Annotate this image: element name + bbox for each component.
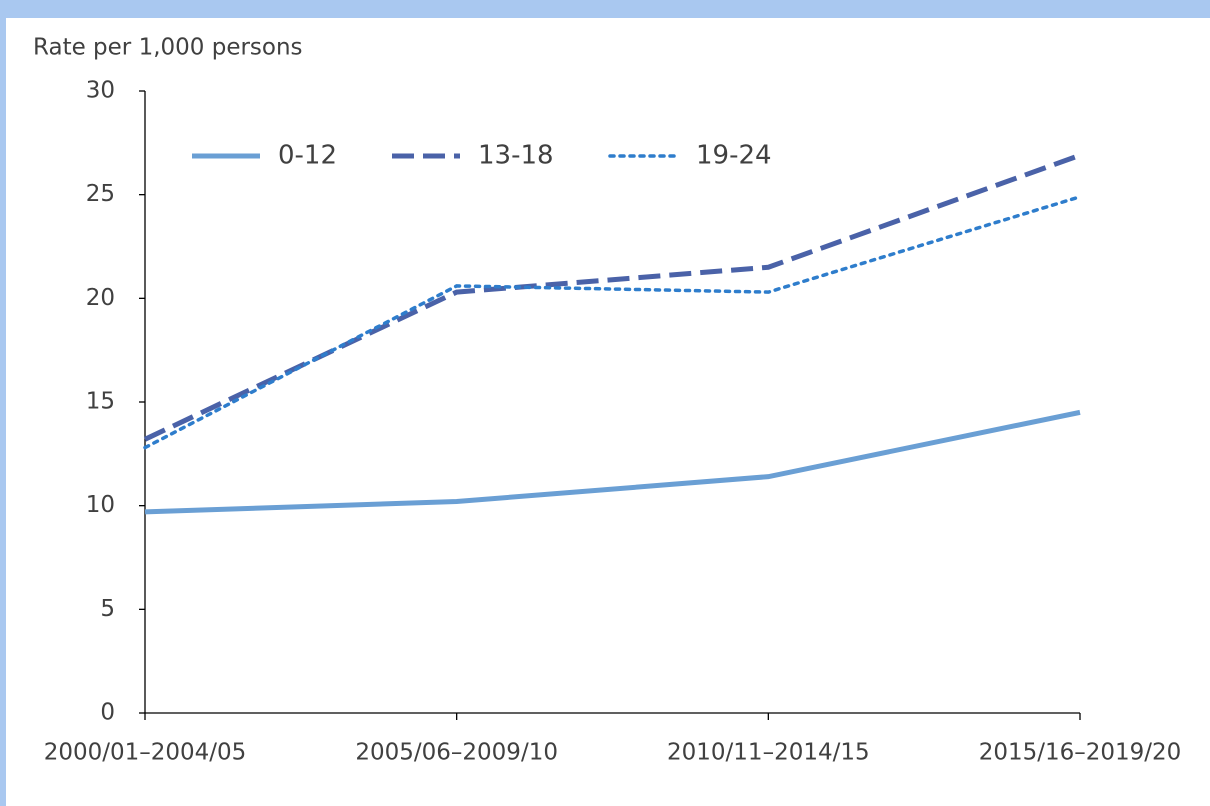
y-tick-label: 10 [86, 492, 115, 518]
y-axis-label: Rate per 1,000 persons [33, 35, 303, 61]
y-tick-label: 0 [100, 700, 115, 726]
legend-label: 0-12 [278, 141, 337, 171]
legend-label: 19-24 [696, 141, 772, 171]
series-line [143, 152, 1081, 442]
x-tick-label: 2015/16–2019/20 [979, 740, 1182, 766]
top-band [0, 0, 1210, 18]
y-tick-label: 5 [100, 596, 115, 622]
series-line [144, 409, 1081, 515]
x-tick-label: 2005/06–2009/10 [355, 740, 558, 766]
left-band [0, 0, 6, 806]
x-tick-label: 2000/01–2004/05 [44, 740, 247, 766]
y-tick-label: 20 [86, 285, 115, 311]
series-line [143, 194, 1082, 450]
y-tick-label: 15 [86, 389, 115, 415]
legend-label: 13-18 [478, 141, 554, 171]
y-tick-label: 30 [86, 78, 115, 104]
y-tick-label: 25 [86, 181, 115, 207]
x-tick-label: 2010/11–2014/15 [667, 740, 870, 766]
